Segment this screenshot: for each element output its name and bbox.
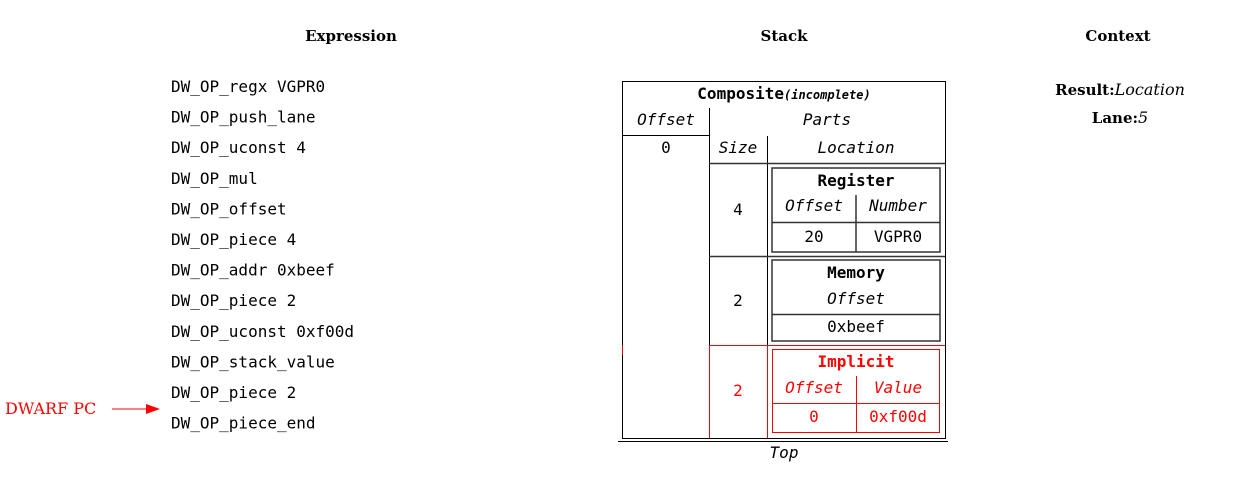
expression-op: DW_OP_piece_end bbox=[171, 414, 316, 433]
implicit-box bbox=[772, 349, 940, 433]
register-offset-value: 20 bbox=[804, 227, 823, 246]
pc-arrow-icon bbox=[146, 404, 160, 414]
implicit-value-header: Value bbox=[874, 378, 922, 397]
register-offset-header: Offset bbox=[785, 196, 843, 215]
stack-top-label: Top bbox=[770, 443, 799, 462]
expression-op: DW_OP_piece 2 bbox=[171, 383, 296, 402]
offset-header: Offset bbox=[637, 110, 695, 129]
part-size: 4 bbox=[733, 200, 743, 219]
expression-op: DW_OP_piece 4 bbox=[171, 230, 296, 249]
context-lane: Lane:5 bbox=[1092, 108, 1148, 127]
expression-op: DW_OP_regx VGPR0 bbox=[171, 77, 325, 96]
composite-box: Composite(incomplete) Offset 0 Parts Siz… bbox=[622, 81, 946, 439]
expression-op: DW_OP_mul bbox=[171, 169, 258, 188]
stack-header: Stack bbox=[760, 27, 808, 45]
expression-op: DW_OP_uconst 0xf00d bbox=[171, 322, 354, 341]
implicit-title: Implicit bbox=[817, 352, 894, 371]
memory-offset-header: Offset bbox=[827, 289, 885, 308]
implicit-offset-value: 0 bbox=[809, 407, 819, 426]
expression-op: DW_OP_stack_value bbox=[171, 352, 335, 371]
memory-box bbox=[771, 259, 941, 342]
implicit-offset-header: Offset bbox=[785, 378, 843, 397]
register-number-value: VGPR0 bbox=[874, 227, 922, 246]
part-size: 2 bbox=[733, 381, 743, 400]
size-header: Size bbox=[719, 138, 758, 157]
expression-op: DW_OP_push_lane bbox=[171, 108, 316, 127]
register-number-header: Number bbox=[868, 196, 927, 215]
part-size: 2 bbox=[733, 291, 743, 310]
implicit-value-value: 0xf00d bbox=[869, 407, 927, 426]
memory-offset-value: 0xbeef bbox=[827, 317, 885, 336]
expression-op: DW_OP_piece 2 bbox=[171, 291, 296, 310]
dwarf-pc-label: DWARF PC bbox=[5, 399, 96, 418]
expression-op: DW_OP_uconst 4 bbox=[171, 138, 306, 157]
register-title: Register bbox=[817, 171, 894, 190]
expression-op: DW_OP_offset bbox=[171, 199, 287, 218]
composite-offset: 0 bbox=[661, 138, 671, 157]
location-header: Location bbox=[817, 138, 894, 157]
memory-title: Memory bbox=[827, 263, 885, 282]
context-header: Context bbox=[1085, 27, 1150, 45]
expression-op: DW_OP_addr 0xbeef bbox=[171, 261, 335, 280]
expression-list: DW_OP_regx VGPR0 DW_OP_push_lane DW_OP_uco… bbox=[171, 77, 354, 433]
parts-header: Parts bbox=[803, 110, 851, 129]
context-result: Result:Location bbox=[1055, 80, 1185, 99]
expression-header: Expression bbox=[305, 27, 397, 45]
composite-title: Composite(incomplete) bbox=[697, 84, 870, 103]
